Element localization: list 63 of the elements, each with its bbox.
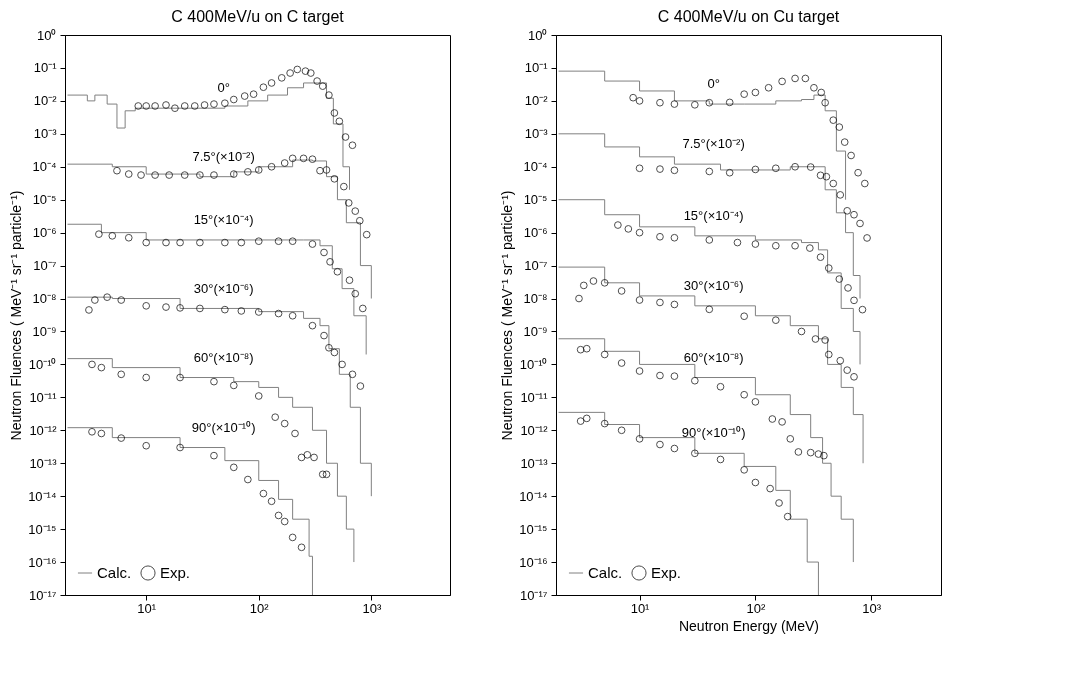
- chart-title: C 400MeV/u on Cu target: [657, 8, 840, 25]
- annotation: 90°(×10⁻¹⁰): [681, 425, 746, 441]
- y-tick-label: 10⁻¹¹: [520, 389, 549, 405]
- y-tick-label: 10⁻¹: [33, 60, 58, 76]
- x-tick-label: 10²: [746, 600, 766, 616]
- y-tick-label: 10⁻¹⁵: [519, 521, 548, 537]
- y-tick-label: 10⁻⁷: [33, 258, 57, 274]
- annotation: 0°: [217, 80, 230, 96]
- y-tick-label: 10⁻¹⁴: [519, 488, 548, 504]
- y-tick-label: 10⁻⁶: [32, 225, 57, 241]
- annotation: 60°(×10⁻⁸): [683, 349, 744, 365]
- y-tick-label: 10⁻⁹: [32, 323, 57, 339]
- y-tick-label: 10⁻¹²: [29, 422, 58, 438]
- y-tick-label: 10⁰: [37, 27, 57, 43]
- x-tick-label: 10³: [362, 600, 382, 616]
- y-tick-label: 10⁻¹⁴: [28, 488, 57, 504]
- x-tick-label: 10¹: [137, 600, 157, 616]
- annotation: 15°(×10⁻⁴): [683, 208, 744, 224]
- legend-label: Exp.: [160, 564, 191, 581]
- x-axis-title: Neutron Energy (MeV): [678, 617, 820, 634]
- y-tick-label: 10⁻¹⁶: [28, 554, 57, 570]
- annotation: 90°(×10⁻¹⁰): [191, 419, 256, 435]
- y-tick-label: 10⁻¹⁵: [28, 521, 57, 537]
- y-axis-title: Neutron Fluences ( MeV⁻¹ sr⁻¹ particle⁻¹): [499, 190, 516, 441]
- y-tick-label: 10⁻¹: [524, 60, 549, 76]
- y-tick-label: 10⁻¹⁷: [29, 587, 57, 603]
- annotation: 7.5°(×10⁻²): [682, 136, 745, 152]
- y-tick-label: 10⁻²: [524, 93, 549, 109]
- annotation: 15°(×10⁻⁴): [193, 212, 254, 228]
- y-tick-label: 10⁰: [528, 27, 548, 43]
- y-tick-label: 10⁻⁸: [523, 291, 548, 307]
- x-tick-label: 10³: [862, 600, 882, 616]
- y-tick-label: 10⁻¹⁰: [28, 356, 57, 372]
- y-tick-label: 10⁻¹²: [520, 422, 549, 438]
- y-tick-label: 10⁻²: [33, 93, 58, 109]
- y-tick-label: 10⁻⁴: [32, 159, 57, 175]
- x-tick-label: 10¹: [630, 600, 651, 616]
- annotation: 30°(×10⁻⁶): [193, 280, 254, 296]
- y-tick-label: 10⁻⁸: [32, 291, 57, 307]
- y-tick-label: 10⁻⁷: [524, 258, 548, 274]
- annotation: 0°: [707, 76, 720, 92]
- y-tick-label: 10⁻³: [33, 126, 58, 142]
- y-tick-label: 10⁻⁴: [523, 159, 548, 175]
- y-tick-label: 10⁻¹⁷: [520, 587, 548, 603]
- y-axis-title: Neutron Fluences ( MeV⁻¹ sr⁻¹ particle⁻¹): [8, 190, 25, 441]
- y-tick-label: 10⁻¹⁶: [519, 554, 548, 570]
- annotation: 30°(×10⁻⁶): [683, 278, 744, 293]
- y-tick-label: 10⁻¹³: [520, 455, 549, 471]
- y-tick-label: 10⁻⁵: [523, 192, 548, 208]
- annotation: 7.5°(×10⁻²): [192, 148, 255, 164]
- y-tick-label: 10⁻¹³: [29, 455, 58, 471]
- legend-label: Exp.: [651, 564, 682, 581]
- y-tick-label: 10⁻¹¹: [29, 389, 58, 405]
- annotation: 60°(×10⁻⁸): [193, 349, 254, 365]
- y-tick-label: 10⁻⁹: [523, 323, 548, 339]
- y-tick-label: 10⁻³: [524, 126, 549, 142]
- y-tick-label: 10⁻¹⁰: [519, 356, 548, 372]
- chart-title: C 400MeV/u on C target: [171, 8, 345, 25]
- y-tick-label: 10⁻⁵: [32, 192, 57, 208]
- legend-label: Calc.: [97, 564, 132, 581]
- legend-label: Calc.: [588, 564, 623, 581]
- x-tick-label: 10²: [249, 600, 270, 616]
- y-tick-label: 10⁻⁶: [523, 225, 548, 241]
